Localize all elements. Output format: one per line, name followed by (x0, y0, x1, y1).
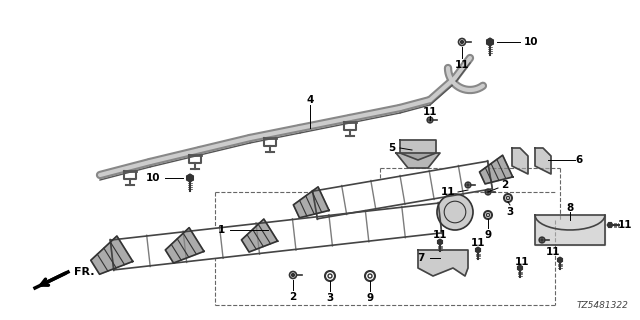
Polygon shape (293, 187, 329, 218)
Polygon shape (438, 239, 442, 245)
Circle shape (291, 274, 294, 276)
Polygon shape (512, 148, 528, 174)
Text: 11: 11 (433, 230, 447, 240)
Polygon shape (486, 38, 493, 46)
Polygon shape (535, 148, 551, 174)
Text: 2: 2 (501, 180, 509, 190)
Text: 11: 11 (515, 257, 529, 267)
Text: 3: 3 (326, 293, 333, 303)
Polygon shape (91, 236, 132, 274)
Polygon shape (312, 161, 492, 219)
Text: 11: 11 (440, 187, 455, 197)
Text: TZ5481322: TZ5481322 (576, 301, 628, 310)
Text: 6: 6 (575, 155, 582, 165)
Text: 9: 9 (367, 293, 374, 303)
Circle shape (541, 239, 543, 241)
Text: 11: 11 (618, 220, 632, 230)
Text: 9: 9 (484, 230, 492, 240)
Text: 11: 11 (455, 60, 469, 70)
Text: 10: 10 (145, 173, 160, 183)
Polygon shape (400, 140, 436, 160)
Polygon shape (110, 203, 442, 270)
Text: 11: 11 (471, 238, 485, 248)
Text: 3: 3 (506, 207, 514, 217)
Circle shape (429, 119, 431, 121)
Circle shape (437, 194, 473, 230)
Text: 11: 11 (546, 247, 560, 257)
Text: 2: 2 (289, 292, 296, 302)
Text: 7: 7 (418, 253, 425, 263)
Polygon shape (557, 257, 563, 263)
Text: FR.: FR. (74, 267, 95, 277)
Polygon shape (607, 223, 612, 228)
Polygon shape (396, 153, 440, 168)
Polygon shape (535, 215, 605, 245)
Text: 5: 5 (388, 143, 395, 153)
Polygon shape (165, 228, 204, 263)
Text: 4: 4 (307, 95, 314, 105)
Polygon shape (418, 250, 468, 276)
Polygon shape (518, 265, 522, 271)
Polygon shape (479, 155, 513, 184)
Text: 1: 1 (218, 225, 225, 235)
Polygon shape (241, 219, 278, 252)
Circle shape (487, 191, 489, 193)
Circle shape (467, 184, 469, 186)
Circle shape (461, 41, 463, 44)
Text: 8: 8 (566, 203, 573, 213)
Text: 11: 11 (423, 107, 437, 117)
Polygon shape (187, 174, 193, 182)
Text: 10: 10 (524, 37, 538, 47)
Polygon shape (476, 247, 481, 253)
